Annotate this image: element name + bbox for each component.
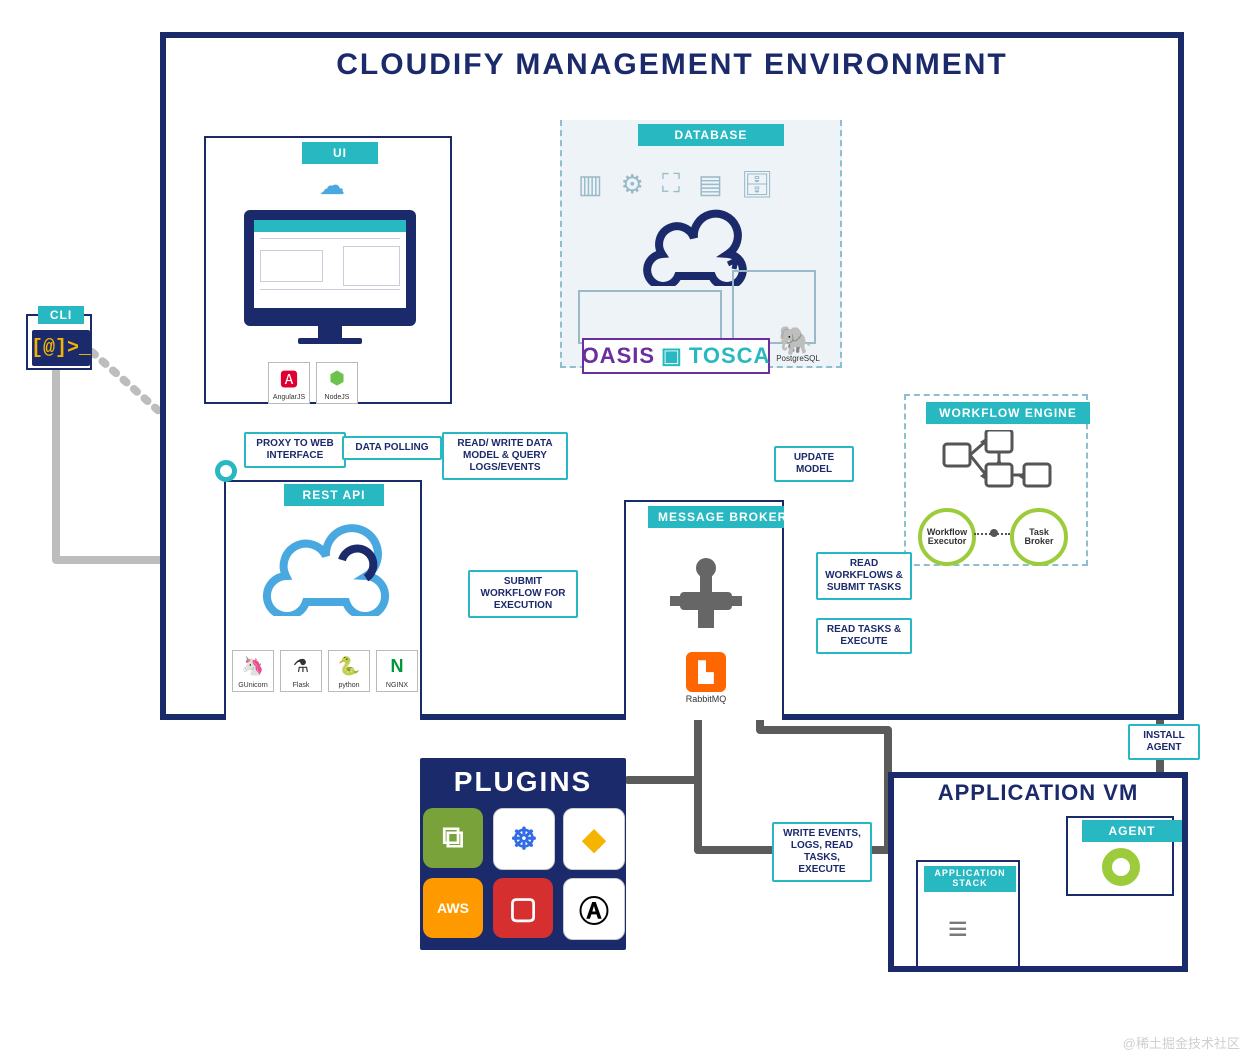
rest-api-panel: REST API 🦄 GUnicorn ⚗ Flask 🐍 python N N… [224,480,422,720]
oasis-tosca-bar: OASIS ▣ TOSCA [582,338,770,374]
rabbitmq-icon: ▙ [686,652,726,692]
label-read-tasks: READ TASKS &EXECUTE [816,618,912,654]
cloud-icon: ☁ [314,174,350,196]
ui-cap: UI [302,142,378,164]
plugin-grid: ⧉☸◆ AWS▢Ⓐ [422,804,624,948]
application-stack-panel: APPLICATIONSTACK ≡ [916,860,1020,966]
label-submit-workflow: SUBMITWORKFLOW FOREXECUTION [468,570,578,618]
tech-node-label: NodeJS [325,394,350,401]
label-read-write-db: READ/ WRITE DATAMODEL & QUERYLOGS/EVENTS [442,432,568,480]
task-broker-node: TaskBroker [1010,508,1068,566]
agent-ring-icon [1102,848,1140,886]
bp-icon: ⛶ [662,168,680,200]
cli-cap: CLI [38,306,84,324]
label-read-workflows: READWORKFLOWS &SUBMIT TASKS [816,552,912,600]
database-panel: DATABASE ▥ ⚙ ⛶ ▤ 🗄 OASIS ▣ TOSCA 🐘 Postg… [560,120,842,368]
label-install-agent: INSTALLAGENT [1128,724,1200,760]
rest-api-cap: REST API [284,484,384,506]
tech-angular: 🅰 AngularJS [268,362,310,404]
label-data-polling: DATA POLLING [342,436,442,460]
label-write-events: WRITE EVENTS,LOGS, READTASKS, EXECUTE [772,822,872,882]
database-cap: DATABASE [638,124,784,146]
oasis-sep-icon: ▣ [661,343,683,369]
tech-gunicorn: 🦄 GUnicorn [232,650,274,692]
stack-icon: ≡ [948,910,968,949]
postgres-label: PostgreSQL [768,354,828,363]
plugin-tile-aws: AWS [423,878,483,938]
tech-angular-label: AngularJS [273,394,305,401]
wf-flow-icon [942,430,1052,502]
workflow-executor-node: WorkflowExecutor [918,508,976,566]
oasis-text: OASIS [582,343,655,369]
bp-icon: 🗄 [741,169,774,200]
ui-monitor [244,210,416,326]
plugin-tile-kubernetes: ☸ [493,808,555,870]
plugins-title: PLUGINS [422,760,624,804]
application-vm-title: APPLICATION VM [894,778,1182,812]
tech-node: ⬢ NodeJS [316,362,358,404]
agent-cap: AGENT [1082,820,1182,842]
bp-icon: ▥ [578,169,603,200]
plugin-tile-ansible: Ⓐ [563,878,625,940]
bp-icon: ▤ [698,169,723,200]
label-update-model: UPDATEMODEL [774,446,854,482]
message-broker-cap: MESSAGE BROKER [648,506,784,528]
rest-cloud-icon [256,516,396,616]
application-stack-cap: APPLICATIONSTACK [924,866,1016,892]
diagram-stage: { "canvas": { "width": 1248, "height": 1… [0,0,1248,1056]
agent-panel: AGENT [1066,816,1174,896]
junction-dot [215,460,237,482]
plugin-tile-gcp: ◆ [563,808,625,870]
broker-icon [670,552,742,632]
mgmt-env-panel: CLOUDIFY MANAGEMENT ENVIRONMENT UI ☁ 🅰 A… [160,32,1184,720]
cli-panel: CLI [@]>_ [26,314,92,370]
message-broker-panel: MESSAGE BROKER ▙ RabbitMQ [624,500,784,720]
plugin-tile-vmware: ⧉ [423,808,483,868]
plugin-tile-openstack: ▢ [493,878,553,938]
tech-nginx: N NGINX [376,650,418,692]
bp-icon: ⚙ [621,169,644,200]
application-vm-panel: APPLICATION VM AGENT APPLICATIONSTACK ≡ [888,772,1188,972]
postgres-icon: 🐘 [778,324,812,354]
label-proxy: PROXY TO WEBINTERFACE [244,432,346,468]
ui-panel: UI ☁ 🅰 AngularJS ⬢ NodeJS [204,136,452,404]
workflow-engine-panel: WORKFLOW ENGINE WorkflowExecutor TaskBro… [904,394,1088,566]
tech-flask: ⚗ Flask [280,650,322,692]
tosca-text: TOSCA [689,343,771,369]
watermark: @稀土掘金技术社区 [1123,1033,1240,1052]
cli-prompt: [@]>_ [32,330,90,366]
workflow-engine-cap: WORKFLOW ENGINE [926,402,1090,424]
rabbitmq-label: RabbitMQ [678,694,734,704]
tech-python: 🐍 python [328,650,370,692]
plugins-panel: PLUGINS ⧉☸◆ AWS▢Ⓐ [420,758,626,950]
mgmt-env-title: CLOUDIFY MANAGEMENT ENVIRONMENT [166,38,1178,96]
